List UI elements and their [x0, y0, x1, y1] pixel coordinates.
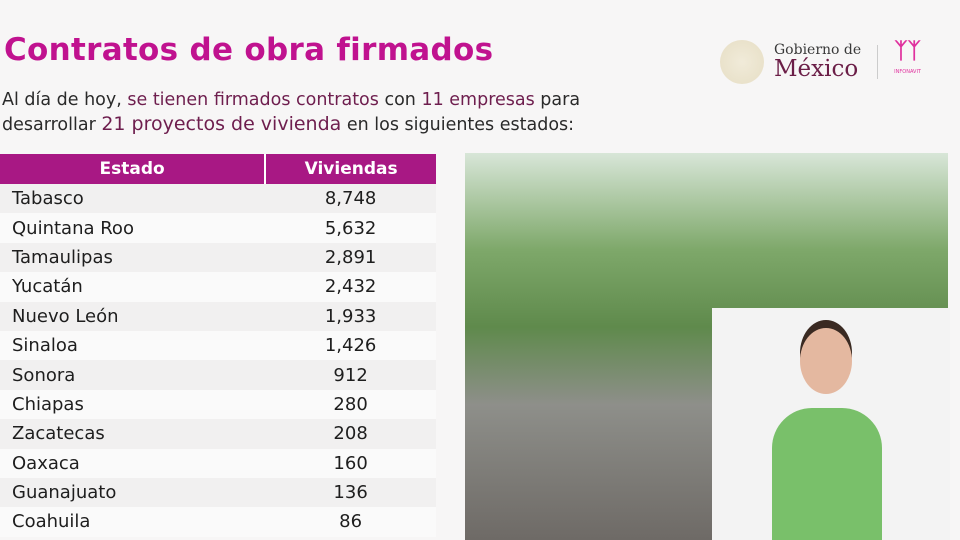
- housing-count-cell: 5,632: [265, 213, 436, 243]
- housing-count-cell: 86: [265, 507, 436, 537]
- state-cell: Coahuila: [0, 507, 266, 537]
- logo-divider: [877, 45, 879, 79]
- column-header-estado: Estado: [0, 154, 267, 184]
- housing-count-cell: 2,432: [265, 272, 436, 302]
- interpreter-head: [800, 328, 852, 394]
- state-cell: Zacatecas: [0, 419, 266, 449]
- state-cell: Tamaulipas: [0, 242, 266, 273]
- subtitle-text: desarrollar: [2, 115, 102, 135]
- subtitle-text: con: [378, 90, 422, 110]
- state-cell: Quintana Roo: [0, 213, 266, 243]
- state-cell: Sinaloa: [0, 330, 266, 361]
- subtitle-text: en los siguientes estados:: [341, 115, 575, 135]
- subtitle-highlight: 11 empresas: [421, 90, 535, 110]
- state-cell: Chiapas: [0, 389, 266, 420]
- subtitle-text: para: [534, 90, 581, 110]
- housing-count-cell: 208: [265, 419, 436, 449]
- table-row: Tamaulipas 2,891: [0, 242, 436, 273]
- housing-table: Estado Viviendas Tabasco 8,748 Quintana Ro…: [0, 154, 436, 537]
- state-cell: Nuevo León: [0, 301, 266, 331]
- housing-count-cell: 136: [265, 477, 436, 508]
- state-cell: Sonora: [0, 360, 266, 390]
- interpreter-body: [772, 408, 882, 540]
- subtitle: Al día de hoy, se tienen firmados contra…: [2, 88, 580, 137]
- state-cell: Tabasco: [0, 184, 266, 214]
- table-row: Nuevo León 1,933: [0, 301, 436, 331]
- housing-count-cell: 2,891: [265, 242, 436, 273]
- subtitle-text: Al día de hoy,: [2, 90, 128, 110]
- housing-count-cell: 912: [265, 360, 436, 390]
- subtitle-highlight: se tienen firmados contratos: [127, 90, 379, 110]
- sign-language-interpreter-video: [712, 308, 950, 540]
- housing-count-cell: 1,426: [265, 330, 436, 361]
- table-row: Quintana Roo 5,632: [0, 213, 436, 243]
- government-logos: Gobierno de México ᛉᛉ INFONAVIT: [720, 40, 921, 84]
- housing-count-cell: 1,933: [265, 301, 436, 331]
- housing-count-cell: 8,748: [265, 184, 436, 214]
- housing-count-cell: 160: [265, 448, 436, 478]
- table-row: Yucatán 2,432: [0, 272, 436, 302]
- state-cell: Oaxaca: [0, 448, 266, 478]
- table-row: Tabasco 8,748: [0, 184, 436, 214]
- state-cell: Guanajuato: [0, 477, 266, 508]
- column-header-viviendas: Viviendas: [265, 154, 436, 184]
- national-seal-icon: [720, 40, 764, 84]
- table-row: Chiapas 280: [0, 389, 436, 420]
- housing-count-cell: 280: [265, 389, 436, 420]
- table-row: Sonora 912: [0, 360, 436, 390]
- table-row: Guanajuato 136: [0, 477, 436, 508]
- gobierno-logo-text: Gobierno de: [774, 42, 862, 58]
- infonavit-logo: ᛉᛉ INFONAVIT: [894, 39, 921, 76]
- table-row: Zacatecas 208: [0, 419, 436, 449]
- state-cell: Yucatán: [0, 272, 266, 302]
- table-row: Sinaloa 1,426: [0, 330, 436, 361]
- mexico-logo-text: México: [774, 56, 859, 82]
- table-row: Coahuila 86: [0, 507, 436, 537]
- subtitle-highlight: 21 proyectos de vivienda: [101, 113, 342, 135]
- page-title: Contratos de obra firmados: [4, 32, 494, 68]
- table-row: Oaxaca 160: [0, 448, 436, 478]
